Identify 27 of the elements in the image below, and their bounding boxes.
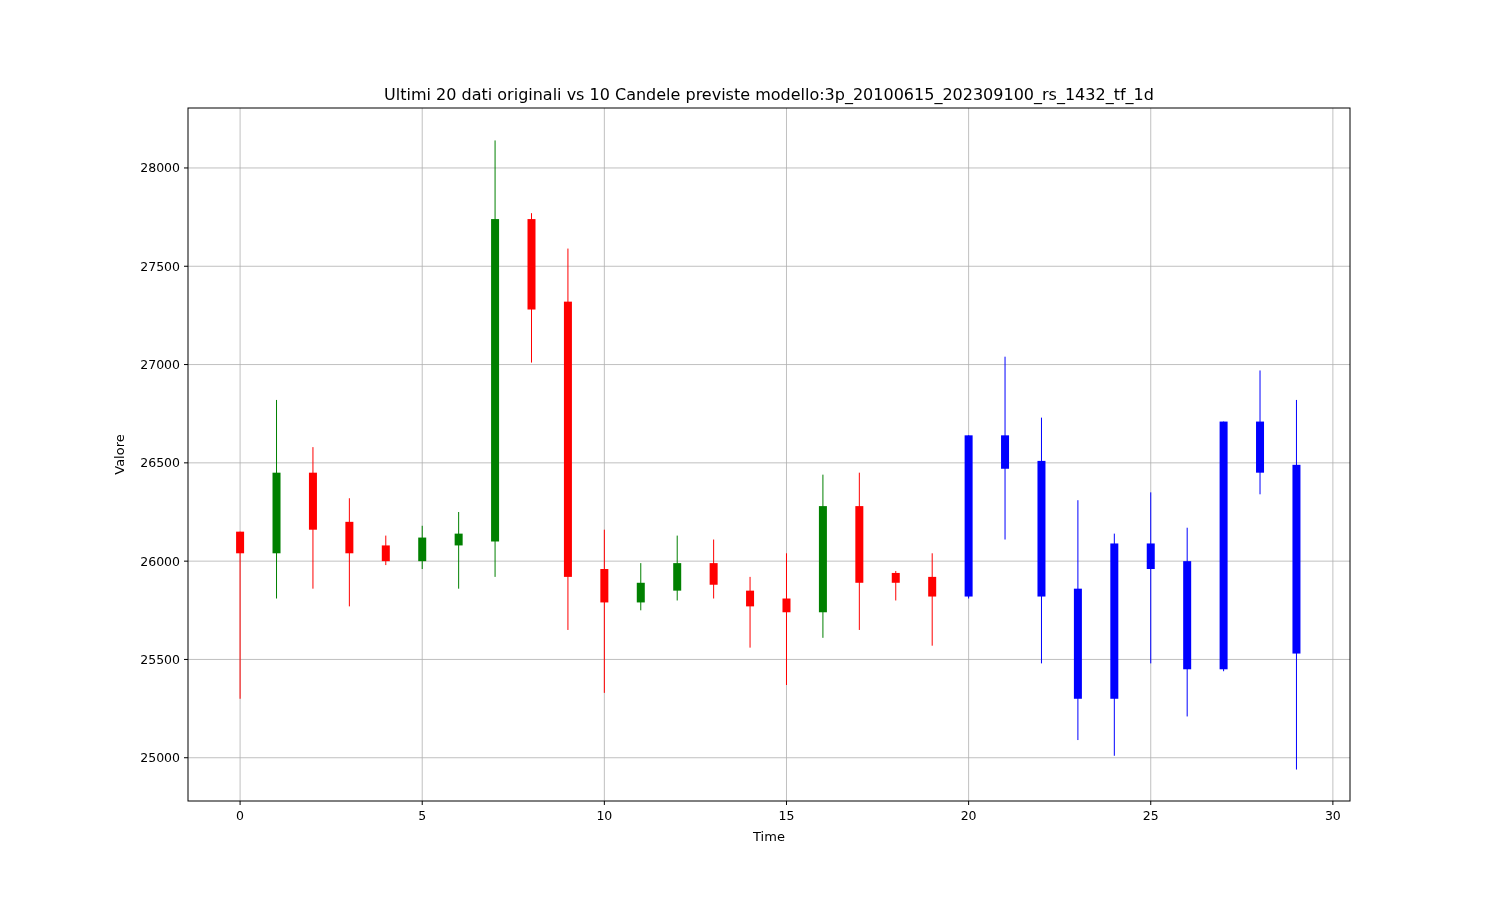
y-tick-label: 25000 <box>140 750 181 766</box>
x-tick-label: 10 <box>596 808 613 823</box>
x-tick-label: 20 <box>960 808 977 823</box>
candlestick <box>636 562 645 611</box>
x-tick-label: 15 <box>778 808 795 823</box>
candlestick <box>454 511 463 590</box>
candlestick <box>381 535 390 566</box>
x-tick-label: 5 <box>418 808 427 823</box>
candlestick <box>236 531 245 700</box>
candlestick <box>746 576 755 649</box>
candlestick <box>891 570 900 601</box>
x-axis-title: Time <box>752 829 785 844</box>
y-tick-label: 28000 <box>140 160 181 176</box>
x-tick-label: 30 <box>1324 808 1341 823</box>
candlestick <box>709 539 718 600</box>
y-tick-label: 25500 <box>140 651 181 667</box>
x-tick-label: 0 <box>236 808 245 823</box>
y-tick-label: 26000 <box>140 553 181 569</box>
candlestick <box>418 525 427 570</box>
y-tick-label: 27000 <box>140 356 181 372</box>
y-tick-label: 27500 <box>140 258 181 274</box>
candlestick <box>782 552 791 686</box>
x-tick-label: 25 <box>1142 808 1159 823</box>
chart-title: Ultimi 20 dati originali vs 10 Candele previste modello:3p_20100615_202309100_rs_1432_tf_1d <box>384 85 1154 105</box>
candlestick <box>928 552 937 647</box>
y-tick-label: 26500 <box>140 455 181 471</box>
y-axis-title: Valore <box>112 434 127 475</box>
